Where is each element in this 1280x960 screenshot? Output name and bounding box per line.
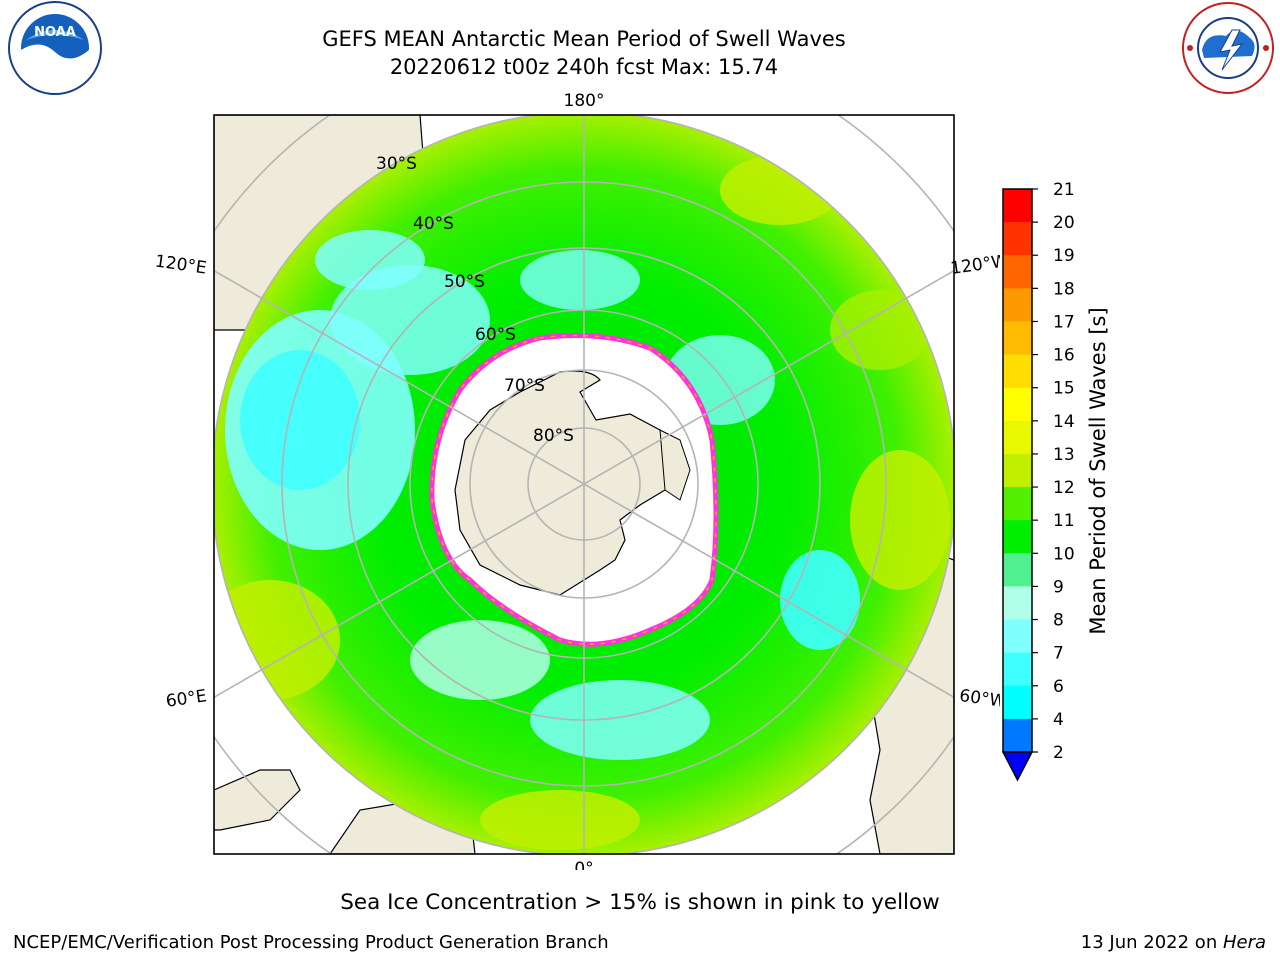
colorbar-extend-arrow: [1001, 751, 1034, 782]
colorbar-tick-label: 20: [1053, 213, 1075, 233]
colorbar-box: [1003, 487, 1032, 521]
noaa-logo: NOAA: [8, 1, 102, 95]
chart-subtitle: 20220612 t00z 240h fcst Max: 15.74: [389, 55, 779, 79]
chart-title: GEFS MEAN Antarctic Mean Period of Swell…: [322, 27, 846, 51]
machine-name: Hera: [1222, 932, 1266, 953]
colorbar-box: [1003, 255, 1032, 289]
lon-label-top: 180°: [564, 91, 605, 111]
map-frame: [213, 114, 955, 855]
polar-map: 30°S 40°S 50°S 60°S 70°S 80°S 180° 0° 12…: [154, 91, 1000, 870]
colorbar-tick-label: 18: [1053, 279, 1075, 299]
colorbar-box: [1003, 586, 1032, 621]
colorbar-tick-label: 19: [1053, 246, 1075, 266]
colorbar-tick-label: 7: [1053, 644, 1064, 664]
lon-label-120e: 120°E: [154, 252, 208, 279]
nws-logo: [1182, 2, 1274, 94]
colorbar-tick-label: 15: [1053, 379, 1075, 399]
lon-label-120w: 120°W: [949, 251, 1000, 279]
colorbar-box: [1003, 189, 1032, 223]
colorbar-box: [1003, 453, 1032, 488]
colorbar-box: [1003, 288, 1032, 322]
colorbar-tick-label: 21: [1053, 180, 1075, 200]
colorbar-label: Mean Period of Swell Waves [s]: [1086, 307, 1110, 634]
colorbar-tick-label: 2: [1053, 743, 1064, 763]
issue-date-text: 13 Jun 2022 on: [1080, 932, 1223, 953]
lat-label-60s: 60°S: [475, 325, 516, 345]
issue-date: 13 Jun 2022 on Hera: [1081, 932, 1266, 953]
lon-label-bottom: 0°: [574, 859, 593, 870]
colorbar-tick-label: 11: [1053, 511, 1075, 531]
land-antarctica: [454, 370, 691, 596]
colorbar-box: [1003, 619, 1032, 654]
lon-label-60w: 60°W: [958, 686, 1000, 712]
lon-label-60e: 60°E: [165, 686, 208, 711]
lat-label-40s: 40°S: [413, 214, 454, 234]
sea-ice-note: Sea Ice Concentration > 15% is shown in …: [340, 890, 940, 915]
colorbar-box: [1003, 387, 1032, 422]
colorbar-tick-label: 16: [1053, 346, 1075, 366]
colorbar-tick-label: 6: [1053, 677, 1064, 697]
colorbar-tick-label: 8: [1053, 611, 1064, 631]
colorbar-box: [1003, 321, 1032, 356]
credit-text: NCEP/EMC/Verification Post Processing Pr…: [13, 932, 609, 953]
noaa-logo-text: NOAA: [34, 25, 76, 40]
colorbar-tick-label: 10: [1053, 544, 1075, 564]
colorbar-box: [1003, 354, 1032, 389]
lat-label-50s: 50°S: [444, 272, 485, 292]
colorbar-box: [1003, 520, 1032, 554]
colorbar-tick-label: 9: [1053, 577, 1064, 597]
lat-label-70s: 70°S: [504, 376, 545, 396]
colorbar-box: [1003, 222, 1032, 256]
colorbar-tick-label: 12: [1053, 478, 1075, 498]
colorbar-box: [1003, 420, 1032, 455]
colorbar-frame: [1002, 188, 1033, 753]
colorbar-tick-label: 13: [1053, 445, 1075, 465]
lat-label-30s: 30°S: [376, 154, 417, 174]
colorbar-box: [1003, 652, 1032, 687]
colorbar-tick-label: 17: [1053, 312, 1075, 332]
colorbar-box: [1003, 718, 1032, 753]
lat-label-80s: 80°S: [533, 426, 574, 446]
colorbar-tick-label: 14: [1053, 412, 1075, 432]
graticule: [214, 115, 954, 854]
colorbar-box: [1003, 553, 1032, 587]
colorbar-box: [1003, 685, 1032, 720]
colorbar-tick-label: 4: [1053, 710, 1064, 730]
